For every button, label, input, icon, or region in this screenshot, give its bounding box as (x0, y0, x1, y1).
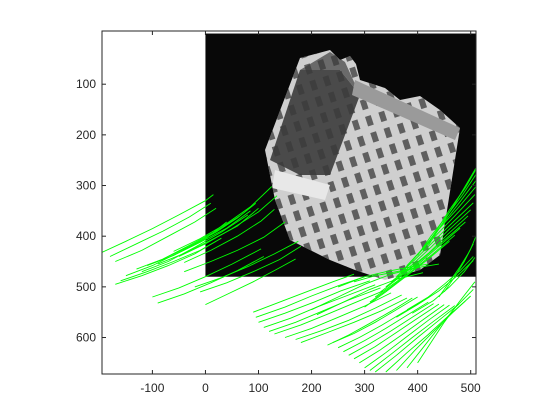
track-line (295, 294, 402, 340)
track-line (173, 186, 273, 252)
track-line (364, 304, 450, 369)
track-line (374, 227, 461, 298)
track-line (359, 304, 445, 364)
track-line (364, 240, 450, 308)
track-line (102, 194, 214, 253)
track-line (184, 208, 275, 263)
track-line (152, 248, 262, 298)
track-line (343, 301, 429, 353)
track-line (369, 305, 456, 371)
track-line (184, 221, 286, 273)
track-line (427, 167, 476, 246)
track-line (348, 303, 434, 356)
track-line (396, 202, 474, 278)
track-line (194, 240, 299, 288)
track-line (396, 260, 474, 318)
track-line (141, 214, 249, 273)
track-line (374, 303, 460, 373)
track-line (406, 289, 474, 369)
track-line (380, 221, 466, 293)
track-line (268, 287, 381, 332)
track-line (109, 202, 212, 257)
track-line (115, 207, 217, 262)
x-tick-label: 400 (408, 381, 428, 395)
track-line (316, 272, 424, 316)
x-tick-label: 500 (461, 381, 481, 395)
track-line (136, 215, 241, 270)
track-line (157, 256, 265, 304)
x-tick-label: 200 (302, 381, 322, 395)
track-line (199, 245, 302, 293)
tracks (102, 167, 476, 373)
x-axis-ticks: -100 0 100 200 300 400 500 (140, 31, 481, 395)
track-line (162, 202, 257, 260)
track-line (258, 280, 371, 323)
track-line (125, 221, 227, 277)
y-tick-label: 100 (76, 77, 96, 91)
track-line (417, 281, 476, 364)
axes (101, 30, 477, 375)
y-tick-label: 500 (76, 280, 96, 294)
track-line (332, 296, 418, 344)
y-tick-label: 200 (76, 128, 96, 142)
track-line (353, 263, 439, 283)
track-line (205, 258, 296, 306)
track-line (337, 263, 429, 288)
track-line (284, 292, 392, 338)
x-tick-label: -100 (140, 381, 164, 395)
track-line (178, 195, 278, 257)
track-line (253, 273, 355, 313)
track-line (300, 297, 408, 344)
x-tick-label: 0 (202, 381, 209, 395)
track-line (274, 290, 384, 335)
y-axis-ticks: 100 200 300 400 500 600 (76, 77, 476, 345)
track-line (369, 234, 456, 303)
track-line (396, 295, 472, 371)
axes-box (101, 30, 477, 375)
x-tick-label: 300 (355, 381, 375, 395)
x-tick-label: 100 (248, 381, 268, 395)
track-line (385, 215, 469, 288)
track-line (406, 256, 474, 311)
track-line (353, 303, 440, 360)
track-line (443, 236, 476, 293)
track-line (146, 210, 251, 267)
y-tick-label: 600 (76, 331, 96, 345)
track-line (422, 169, 476, 251)
y-tick-label: 400 (76, 229, 96, 243)
track-line (255, 276, 365, 318)
track-line (311, 267, 418, 311)
track-line (120, 237, 222, 282)
y-tick-label: 300 (76, 179, 96, 193)
track-line (412, 257, 476, 314)
